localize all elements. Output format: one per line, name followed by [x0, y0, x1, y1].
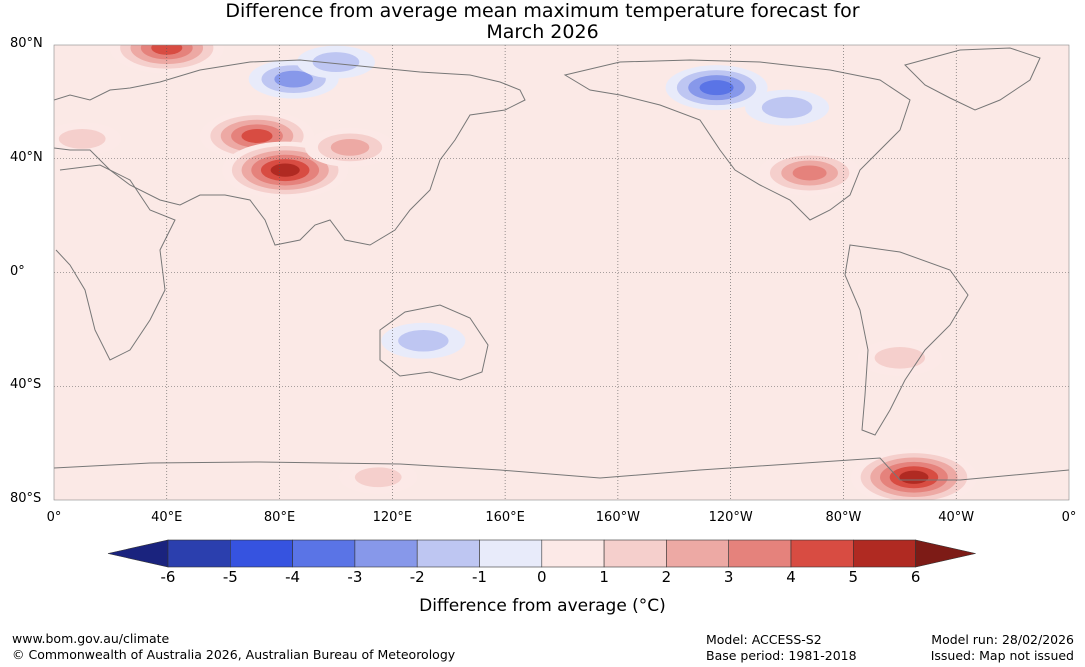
colorbar-tick-label: 2 — [661, 568, 672, 586]
coast-north-america — [563, 59, 911, 221]
anomaly-region-3-level-2 — [312, 52, 360, 72]
coastlines — [54, 47, 1069, 481]
anomaly-region-7-level-4 — [699, 80, 734, 96]
colorbar-tick-label: -5 — [222, 568, 238, 586]
colorbar-tick-label: 5 — [848, 568, 859, 586]
footer-website[interactable]: www.bom.gov.au/climate — [12, 631, 170, 646]
colorbar-box — [354, 539, 418, 568]
colorbar-min-triangle — [107, 539, 169, 568]
latitude-label: 80°S — [10, 491, 42, 506]
longitude-label: 0° — [1061, 510, 1077, 525]
longitude-label: 40°W — [938, 510, 975, 525]
colorbar-box — [416, 539, 480, 568]
colorbar-tick-label: -1 — [472, 568, 487, 586]
coast-australia — [379, 304, 489, 381]
anomaly-region-4-level-5 — [241, 129, 273, 143]
colorbar-box — [666, 539, 730, 568]
colorbar-tick-label: -6 — [160, 568, 176, 586]
longitude-label: 160°E — [485, 510, 525, 525]
latitude-label: 40°S — [10, 377, 42, 393]
colorbar-box — [167, 539, 231, 568]
longitude-label: 80°E — [263, 510, 296, 525]
anomaly-region-1-level-2 — [58, 128, 106, 149]
longitude-label: 40°E — [151, 510, 183, 525]
footer-copyright: © Commonwealth of Australia 2026, Austra… — [12, 647, 456, 662]
colorbar-label: Difference from average (°C) — [419, 596, 666, 616]
anomaly-region-6-level-3 — [330, 139, 370, 156]
longitude-label: 80°W — [825, 510, 862, 525]
colorbar-box — [790, 539, 854, 568]
anomaly-region-9-level-4 — [792, 165, 827, 181]
colorbar-tick-label: 4 — [786, 568, 796, 586]
title-line-1: Difference from average mean maximum tem… — [225, 0, 860, 22]
coast-south-america — [844, 244, 969, 436]
colorbar — [107, 539, 976, 568]
colorbar-box — [603, 539, 667, 568]
colorbar-tick-label: 3 — [723, 568, 734, 586]
colorbar-box — [292, 539, 356, 568]
colorbar-max-triangle — [915, 539, 976, 568]
footer-model: Model: ACCESS-S2 — [706, 632, 822, 647]
footer-issued: Issued: Map not issued — [930, 648, 1074, 663]
colorbar-tick-label: -2 — [409, 568, 425, 586]
anomaly-region-0-level-5 — [151, 45, 183, 55]
map-frame — [53, 44, 1070, 501]
anomaly-region-8-level-2 — [761, 96, 813, 119]
longitude-label: 120°W — [708, 510, 753, 525]
anomaly-region-12-level-2 — [354, 467, 402, 488]
colorbar-box — [230, 539, 293, 568]
footer-model-run: Model run: 28/02/2026 — [931, 632, 1074, 647]
anomaly-region-11-level-6 — [899, 470, 929, 484]
footer-base-period: Base period: 1981-2018 — [706, 648, 857, 663]
colorbar-box — [479, 539, 543, 568]
colorbar-box — [728, 539, 792, 568]
anomaly-region-13-level-2 — [874, 347, 926, 369]
longitude-label: 160°W — [595, 510, 640, 525]
coast-eurasia — [54, 59, 526, 246]
coast-africa — [55, 164, 176, 361]
anomaly-region-5-level-6 — [270, 163, 300, 177]
colorbar-tick-label: -4 — [285, 568, 301, 586]
colorbar-tick-label: 1 — [599, 568, 609, 586]
title-line-2: March 2026 — [486, 21, 599, 43]
colorbar-box — [541, 539, 605, 568]
colorbar-tick-label: -3 — [347, 568, 363, 586]
colorbar-tick-label: 0 — [537, 568, 547, 586]
anomaly-regions — [54, 45, 977, 500]
latitude-label: 80°N — [10, 36, 43, 51]
colorbar-tick-label: 6 — [910, 568, 921, 586]
graticule — [54, 45, 1069, 500]
anomaly-region-10-level-2 — [398, 329, 449, 352]
latitude-label: 0° — [10, 263, 25, 279]
longitude-label: 0° — [46, 510, 62, 525]
latitude-label: 40°N — [10, 149, 43, 165]
colorbar-box — [852, 539, 916, 568]
coast-antarctica — [54, 457, 1069, 481]
anomaly-region-2-level-3 — [274, 70, 313, 88]
coast-greenland — [904, 47, 1041, 111]
longitude-label: 120°E — [372, 510, 413, 525]
